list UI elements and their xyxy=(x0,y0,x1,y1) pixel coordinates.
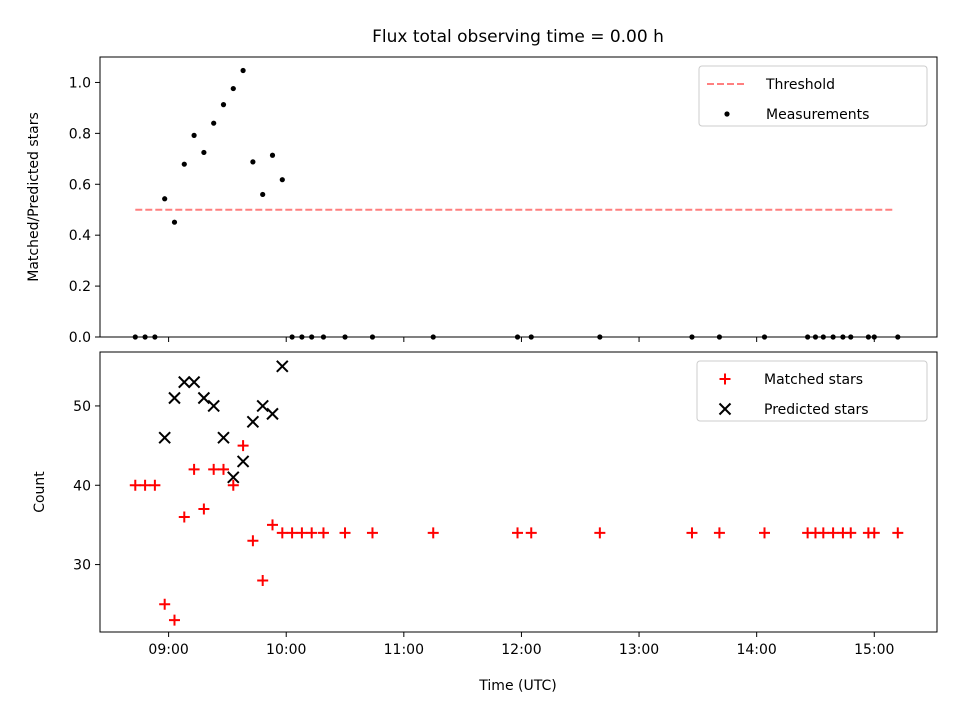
bottom-panel: 09:00 10:00 11:00 12:00 13:00 14:00 15:00 30 40 5… xyxy=(73,351,938,658)
axes-frame xyxy=(99,351,938,633)
matched-star-point xyxy=(296,527,308,539)
matched-star-point xyxy=(276,527,288,539)
legend-label: Matched stars xyxy=(764,372,863,388)
legend-predicted-swatch xyxy=(718,402,732,416)
top-y-axis-label: Matched/Predicted stars xyxy=(26,112,42,282)
bottom-y-axis-label: Count xyxy=(32,471,48,513)
measurement-point xyxy=(191,132,197,138)
predicted-star-point xyxy=(266,407,279,421)
measurement-point xyxy=(220,102,227,108)
matched-star-point xyxy=(139,479,151,491)
measurement-point xyxy=(201,149,207,156)
matched-star-point xyxy=(149,479,161,491)
x-tick-label: 09:00 xyxy=(148,642,188,658)
predicted-star-point xyxy=(236,455,250,468)
matched-star-point xyxy=(892,527,904,539)
matched-star-point xyxy=(247,535,259,547)
measurement-point xyxy=(250,159,256,165)
predicted-star-point xyxy=(246,415,260,429)
matched-star-point xyxy=(512,527,524,539)
predicted-star-point xyxy=(227,471,240,484)
y-tick-label: 0.0 xyxy=(69,330,91,346)
measurement-point xyxy=(181,161,187,167)
matched-star-point xyxy=(168,614,180,626)
y-tick-label: 50 xyxy=(73,399,91,415)
measurement-point xyxy=(211,120,217,126)
matched-star-point xyxy=(594,527,606,539)
x-axis-label: Time (UTC) xyxy=(478,678,556,694)
matched-star-point xyxy=(845,527,857,539)
legend-box xyxy=(698,65,928,127)
axes-frame xyxy=(99,56,938,338)
predicted-star-point xyxy=(217,431,230,444)
matched-star-point xyxy=(686,527,698,539)
predicted-star-point xyxy=(168,391,181,405)
matched-star-point xyxy=(129,479,141,491)
chart-title: Flux total observing time = 0.00 h xyxy=(372,27,664,47)
y-tick-label: 0.4 xyxy=(69,228,91,244)
matched-star-point xyxy=(827,527,839,539)
matched-star-point xyxy=(266,519,278,531)
legend-label: Predicted stars xyxy=(764,402,869,418)
y-tick-label: 0.2 xyxy=(69,279,91,295)
x-tick-label: 14:00 xyxy=(736,642,776,658)
x-tick-label: 15:00 xyxy=(854,642,894,658)
matched-star-point xyxy=(159,598,171,610)
y-tick-label: 0.8 xyxy=(69,126,91,142)
matched-star-point xyxy=(339,527,351,539)
predicted-star-point xyxy=(256,399,269,413)
matched-star-point xyxy=(317,527,329,539)
predicted-star-point xyxy=(187,375,201,389)
measurement-point xyxy=(260,191,266,198)
predicted-star-point xyxy=(158,431,171,444)
matched-star-point xyxy=(366,527,378,539)
measurement-point xyxy=(162,196,168,202)
x-tick-label: 11:00 xyxy=(384,642,424,658)
y-tick-label: 40 xyxy=(73,478,91,494)
matched-star-point xyxy=(759,527,771,539)
predicted-star-point xyxy=(276,360,289,373)
measurement-point xyxy=(240,67,246,74)
measurement-point xyxy=(230,85,236,92)
y-tick-label: 0.6 xyxy=(69,177,91,193)
matched-star-point xyxy=(178,511,190,523)
matched-star-point xyxy=(868,527,880,539)
matched-star-point xyxy=(525,527,537,539)
x-tick-label: 10:00 xyxy=(266,642,306,658)
matched-star-point xyxy=(257,574,269,586)
matched-star-point xyxy=(713,527,725,539)
legend-label: Measurements xyxy=(766,107,869,123)
predicted-star-point xyxy=(178,375,191,389)
matched-star-point xyxy=(306,527,318,539)
measurement-point xyxy=(171,219,178,225)
matched-star-point xyxy=(188,463,200,475)
matched-star-point xyxy=(427,527,439,539)
x-tick-label: 12:00 xyxy=(501,642,541,658)
matched-star-point xyxy=(217,463,229,475)
x-tick-label: 13:00 xyxy=(619,642,659,658)
top-panel: 0.0 0.2 0.4 0.6 0.8 1.0 Threshold Measurements xyxy=(69,56,938,346)
y-tick-label: 30 xyxy=(73,558,91,574)
measurement-point xyxy=(269,152,276,158)
matched-star-point xyxy=(227,479,239,491)
matched-star-point xyxy=(237,440,249,452)
matched-star-point xyxy=(198,503,210,515)
matched-star-point xyxy=(286,527,298,539)
legend-measurement-swatch xyxy=(724,111,730,117)
y-tick-label: 1.0 xyxy=(69,75,91,91)
matched-star-point xyxy=(817,527,829,539)
measurement-point xyxy=(279,177,285,183)
matched-star-point xyxy=(208,463,220,475)
legend-box xyxy=(696,360,928,422)
legend-label: Threshold xyxy=(765,77,835,93)
predicted-star-point xyxy=(197,391,211,405)
predicted-star-point xyxy=(207,399,220,413)
legend-matched-swatch xyxy=(719,373,731,385)
